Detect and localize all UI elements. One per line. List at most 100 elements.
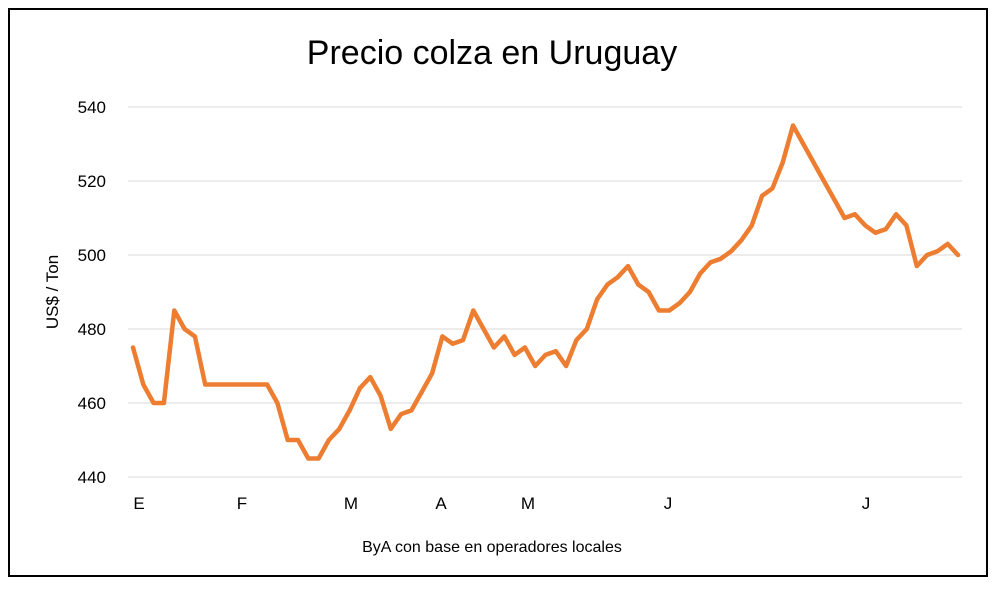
data-point — [935, 249, 940, 254]
data-point — [842, 216, 847, 220]
y-tick-label: 520 — [78, 172, 106, 191]
y-axis-ticks: 440 460 480 500 520 540 — [78, 98, 106, 487]
data-point — [770, 186, 775, 191]
data-point — [801, 142, 806, 146]
x-tick-label: J — [664, 494, 673, 513]
data-point — [914, 264, 919, 269]
data-point — [729, 249, 734, 254]
data-point — [883, 227, 888, 232]
data-point — [760, 193, 765, 198]
data-point — [708, 260, 713, 265]
data-point — [925, 253, 930, 257]
data-point — [491, 345, 496, 350]
data-point — [667, 308, 672, 313]
data-point — [894, 212, 899, 217]
data-point — [956, 253, 960, 257]
data-point — [584, 327, 589, 331]
y-tick-label: 500 — [78, 246, 106, 265]
data-point — [605, 282, 610, 287]
data-point — [306, 456, 311, 461]
data-point — [192, 334, 197, 339]
data-point — [852, 212, 857, 217]
data-point — [626, 264, 630, 269]
data-point — [357, 386, 362, 391]
data-point — [316, 456, 321, 461]
x-tick-label: J — [862, 494, 871, 513]
x-tick-label: E — [133, 494, 144, 513]
data-point — [945, 241, 950, 246]
data-point — [378, 393, 383, 398]
data-point — [161, 401, 166, 405]
data-point — [347, 408, 352, 413]
data-point — [172, 308, 177, 313]
data-point — [409, 408, 414, 413]
data-point — [326, 438, 331, 442]
chart-title: Precio colza en Uruguay — [307, 34, 677, 72]
y-tick-label: 480 — [78, 320, 106, 339]
series-group — [130, 123, 961, 461]
data-point — [419, 389, 424, 394]
data-point — [430, 371, 435, 376]
y-tick-label: 440 — [78, 468, 106, 487]
x-axis-label: ByA con base en operadores locales — [362, 539, 622, 556]
data-point — [471, 308, 476, 313]
data-point — [677, 301, 682, 306]
data-point — [687, 290, 692, 294]
data-point — [296, 438, 300, 442]
data-point — [553, 349, 558, 354]
data-point — [698, 271, 703, 276]
data-point — [512, 352, 517, 357]
data-point — [502, 334, 507, 339]
data-point — [811, 160, 816, 165]
data-point — [533, 364, 538, 368]
data-point — [254, 382, 259, 387]
data-point — [223, 382, 228, 387]
data-point — [739, 238, 744, 243]
data-point — [780, 160, 785, 165]
gridlines — [128, 106, 962, 478]
data-point — [522, 345, 527, 350]
data-point — [564, 364, 569, 368]
x-tick-label: M — [521, 494, 535, 513]
data-point — [574, 338, 579, 343]
y-tick-label: 460 — [78, 394, 106, 413]
y-tick-label: 540 — [78, 98, 106, 117]
data-point — [337, 426, 342, 431]
y-axis-label: US$ / Ton — [43, 255, 62, 329]
chart-frame — [8, 8, 988, 577]
data-point — [873, 230, 878, 235]
data-point — [450, 341, 455, 346]
x-tick-label: F — [237, 494, 247, 513]
data-point — [213, 382, 218, 387]
x-tick-label: M — [344, 494, 358, 513]
data-point — [131, 345, 135, 350]
data-point — [481, 327, 486, 331]
data-point — [749, 223, 754, 228]
data-point — [595, 297, 600, 302]
data-point — [182, 327, 187, 331]
data-point — [863, 223, 868, 228]
data-point — [388, 426, 393, 431]
data-point — [151, 401, 156, 405]
data-point — [821, 179, 826, 183]
data-point — [203, 382, 208, 387]
data-point — [244, 382, 249, 387]
series-line — [130, 123, 961, 461]
data-point — [791, 123, 795, 128]
x-tick-label: A — [435, 494, 447, 513]
data-point — [141, 382, 146, 387]
data-point — [904, 223, 909, 228]
data-point — [543, 352, 548, 357]
data-point — [832, 197, 837, 202]
data-point — [461, 338, 465, 343]
data-point — [718, 256, 723, 261]
data-point — [646, 290, 651, 294]
data-point — [234, 382, 239, 387]
data-point — [285, 438, 290, 442]
data-point — [265, 382, 270, 387]
data-point — [368, 375, 373, 380]
data-point — [399, 412, 404, 417]
data-point — [636, 282, 641, 287]
